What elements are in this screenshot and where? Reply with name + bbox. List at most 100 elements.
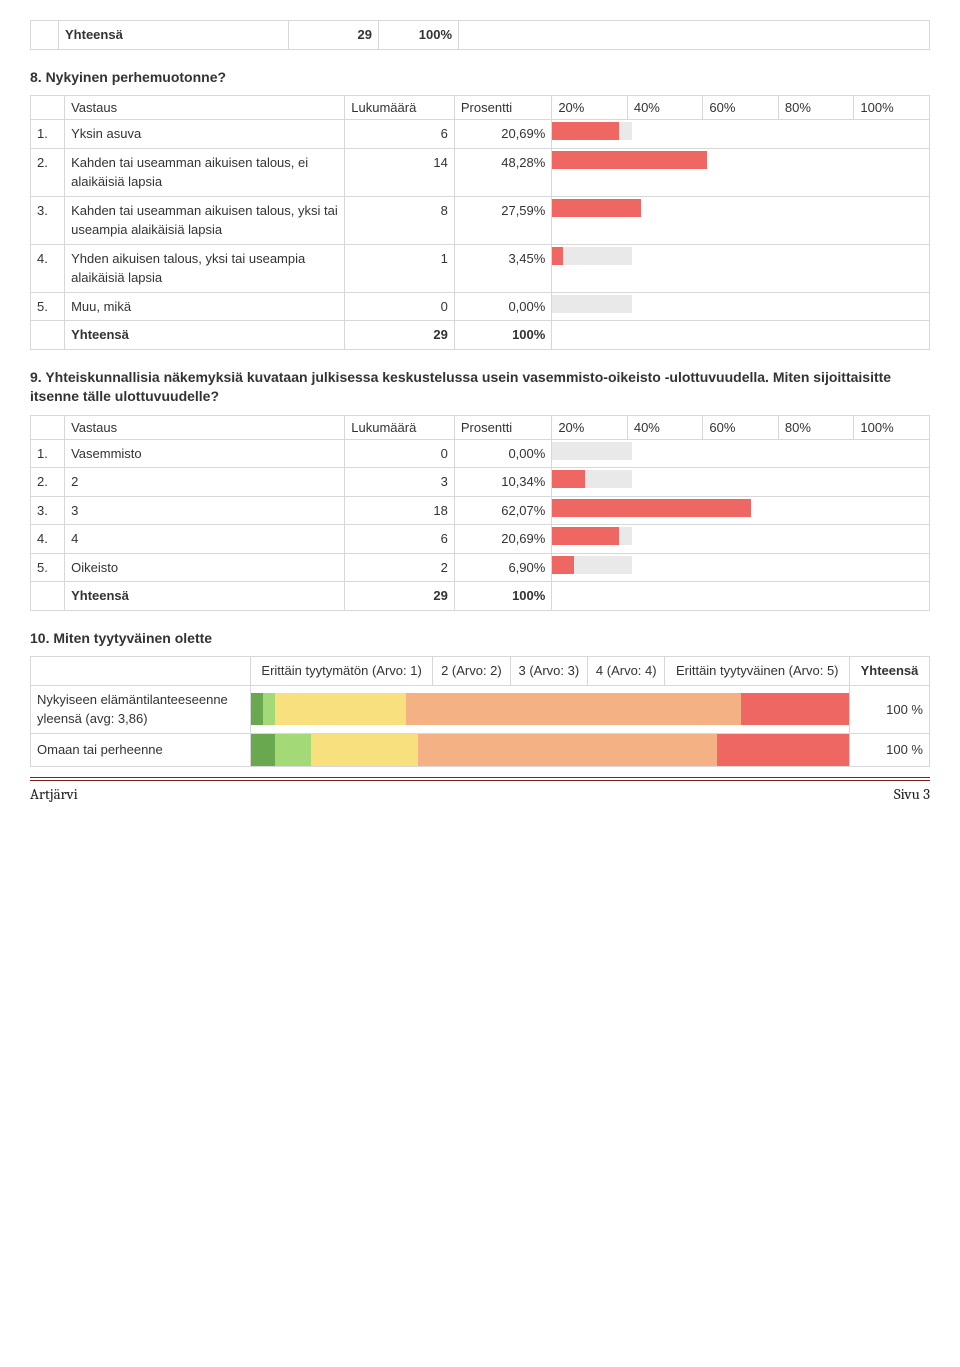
page-footer: Artjärvi Sivu 3 — [30, 777, 930, 803]
row-label: Omaan tai perheenne — [31, 733, 251, 766]
row-total: 100 % — [850, 733, 930, 766]
table-row: 3.Kahden tai useamman aikuisen talous, y… — [31, 196, 930, 244]
row-label: Muu, mikä — [65, 292, 345, 321]
row-idx: 4. — [31, 525, 65, 554]
row-label: 4 — [65, 525, 345, 554]
hdr-tick: 100% — [854, 415, 930, 439]
row-pct: 27,59% — [454, 196, 551, 244]
table-row: Yhteensä 29 100% — [31, 21, 930, 50]
row-label: Yhden aikuisen talous, yksi tai useampia… — [65, 244, 345, 292]
row-pct: 10,34% — [454, 468, 551, 497]
total-label: Yhteensä — [65, 321, 345, 350]
row-idx: 1. — [31, 120, 65, 149]
row-pct: 0,00% — [454, 292, 551, 321]
top-total-table: Yhteensä 29 100% — [30, 20, 930, 50]
hdr-lukumaara: Lukumäärä — [345, 96, 455, 120]
row-bar — [552, 148, 930, 196]
stacked-segment — [418, 734, 717, 766]
footer-right: Sivu 3 — [894, 785, 930, 803]
row-bar — [552, 196, 930, 244]
row-bar — [552, 525, 930, 554]
hdr-tick: 20% — [552, 415, 628, 439]
hdr-tick: 60% — [703, 96, 779, 120]
total-count: 29 — [345, 582, 455, 611]
row-bar — [552, 553, 930, 582]
row-count: 18 — [345, 496, 455, 525]
total-label: Yhteensä — [59, 21, 289, 50]
stacked-segment — [263, 693, 275, 725]
row-stacked-bar — [251, 685, 850, 733]
row-count: 1 — [345, 244, 455, 292]
table-header: Erittäin tyytymätön (Arvo: 1) 2 (Arvo: 2… — [31, 657, 930, 686]
stacked-segment — [741, 693, 849, 725]
hdr-col: 2 (Arvo: 2) — [433, 657, 510, 686]
table-row: 5.Oikeisto26,90% — [31, 553, 930, 582]
row-label: Oikeisto — [65, 553, 345, 582]
stacked-segment — [275, 693, 407, 725]
row-label: Vasemmisto — [65, 439, 345, 468]
total-pct: 100% — [454, 582, 551, 611]
row-count: 0 — [345, 292, 455, 321]
row-count: 2 — [345, 553, 455, 582]
row-bar — [552, 468, 930, 497]
stacked-segment — [275, 734, 311, 766]
row-label: Kahden tai useamman aikuisen talous, ei … — [65, 148, 345, 196]
row-pct: 62,07% — [454, 496, 551, 525]
hdr-tick: 60% — [703, 415, 779, 439]
row-pct: 20,69% — [454, 120, 551, 149]
table-row: 4.Yhden aikuisen talous, yksi tai useamp… — [31, 244, 930, 292]
stacked-segment — [251, 734, 275, 766]
q8-title: 8. Nykyinen perhemuotonne? — [30, 68, 930, 88]
total-label: Yhteensä — [65, 582, 345, 611]
row-pct: 6,90% — [454, 553, 551, 582]
row-label: Kahden tai useamman aikuisen talous, yks… — [65, 196, 345, 244]
row-idx: 3. — [31, 196, 65, 244]
hdr-col: Erittäin tyytyväinen (Arvo: 5) — [665, 657, 850, 686]
hdr-vastaus: Vastaus — [65, 96, 345, 120]
total-pct: 100% — [454, 321, 551, 350]
table-row: 1.Vasemmisto00,00% — [31, 439, 930, 468]
hdr-col: Yhteensä — [850, 657, 930, 686]
q9-title: 9. Yhteiskunnallisia näkemyksiä kuvataan… — [30, 368, 930, 407]
hdr-lukumaara: Lukumäärä — [345, 415, 455, 439]
row-idx: 2. — [31, 148, 65, 196]
stacked-segment — [406, 693, 741, 725]
row-idx: 5. — [31, 553, 65, 582]
row-label: Nykyiseen elämäntilanteeseenne yleensä (… — [31, 685, 251, 733]
table-header: Vastaus Lukumäärä Prosentti 20% 40% 60% … — [31, 96, 930, 120]
table-row-total: Yhteensä 29 100% — [31, 321, 930, 350]
row-count: 14 — [345, 148, 455, 196]
table-row: 3.31862,07% — [31, 496, 930, 525]
hdr-tick: 20% — [552, 96, 628, 120]
row-bar — [552, 120, 930, 149]
row-stacked-bar — [251, 733, 850, 766]
row-idx: 3. — [31, 496, 65, 525]
row-total: 100 % — [850, 685, 930, 733]
row-label: 3 — [65, 496, 345, 525]
total-pct: 100% — [379, 21, 459, 50]
row-count: 8 — [345, 196, 455, 244]
table-row: Omaan tai perheenne 100 % — [31, 733, 930, 766]
row-idx: 2. — [31, 468, 65, 497]
hdr-col: 3 (Arvo: 3) — [510, 657, 587, 686]
table-row: Nykyiseen elämäntilanteeseenne yleensä (… — [31, 685, 930, 733]
total-count: 29 — [289, 21, 379, 50]
row-label: Yksin asuva — [65, 120, 345, 149]
table-row: 4.4620,69% — [31, 525, 930, 554]
row-count: 6 — [345, 120, 455, 149]
row-bar — [552, 496, 930, 525]
hdr-vastaus: Vastaus — [65, 415, 345, 439]
row-count: 6 — [345, 525, 455, 554]
row-count: 0 — [345, 439, 455, 468]
hdr-tick: 40% — [627, 96, 703, 120]
row-bar — [552, 244, 930, 292]
table-header: Vastaus Lukumäärä Prosentti 20% 40% 60% … — [31, 415, 930, 439]
footer-left: Artjärvi — [30, 785, 78, 803]
hdr-prosentti: Prosentti — [454, 96, 551, 120]
total-count: 29 — [345, 321, 455, 350]
q9-table: Vastaus Lukumäärä Prosentti 20% 40% 60% … — [30, 415, 930, 611]
row-idx: 1. — [31, 439, 65, 468]
table-row: 2.2310,34% — [31, 468, 930, 497]
table-row: 2.Kahden tai useamman aikuisen talous, e… — [31, 148, 930, 196]
row-label: 2 — [65, 468, 345, 497]
